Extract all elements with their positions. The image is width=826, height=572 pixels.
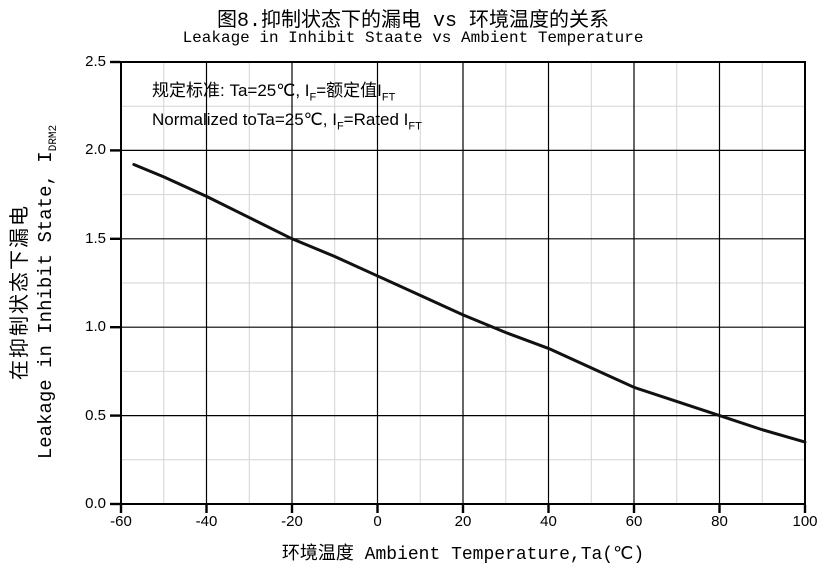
- y-axis-title-english: Leakage in Inhibit State, IDRM2: [35, 124, 60, 460]
- x-tick-label: 60: [625, 513, 643, 530]
- y-tick-label: 1.0: [85, 318, 106, 336]
- y-tick-label: 0.5: [85, 406, 106, 424]
- chart-title: 图8.抑制状态下的漏电 vs 环境温度的关系: [216, 10, 609, 33]
- y-axis-title-chinese: 在抑制状态下漏电: [9, 204, 31, 380]
- x-tick-label: -40: [195, 513, 218, 530]
- annotation-line-2: Normalized toTa=25℃, IF=Rated IFT: [152, 110, 422, 133]
- y-tick-label: 2.5: [85, 53, 106, 70]
- normalization-annotation: 规定标准: Ta=25℃, IF=额定值IFT Normalized toTa=…: [152, 76, 422, 134]
- annotation-line-1: 规定标准: Ta=25℃, IF=额定值IFT: [152, 81, 396, 104]
- x-tick-label: 0: [373, 513, 382, 530]
- x-tick-label: 40: [540, 513, 557, 530]
- y-tick-label: 2.0: [85, 141, 106, 159]
- leakage-curve: [132, 163, 807, 444]
- x-tick-label: 100: [792, 513, 818, 530]
- plot-frame: [120, 61, 806, 505]
- y-axis-title: 在抑制状态下漏电 Leakage in Inhibit State, IDRM2: [7, 72, 60, 512]
- x-axis-title: 环境温度 Ambient Temperature,Ta(℃): [281, 545, 645, 565]
- x-tick-label: -20: [281, 513, 303, 530]
- x-tick-label: 80: [711, 513, 728, 530]
- chart-subtitle: Leakage in Inhibit Staate vs Ambient Tem…: [182, 29, 644, 47]
- x-tick-label: -60: [110, 513, 132, 530]
- y-tick-label: 0.0: [85, 495, 106, 512]
- y-tick-label: 1.5: [85, 229, 106, 247]
- x-tick-label: 20: [454, 513, 472, 530]
